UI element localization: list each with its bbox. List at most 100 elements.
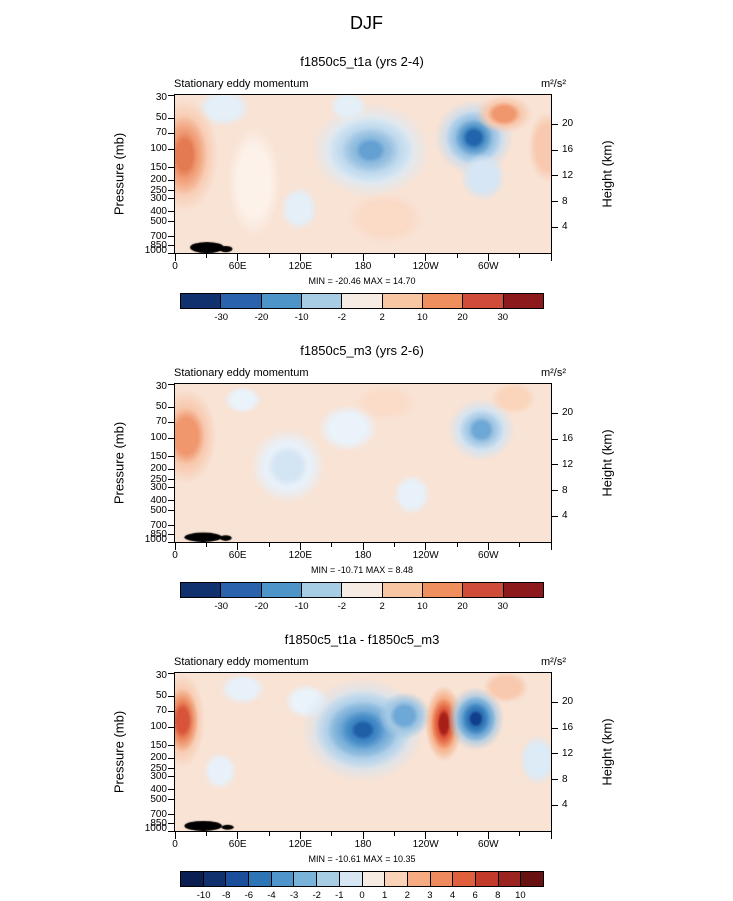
pressure-tick	[168, 456, 174, 458]
pressure-tick	[168, 198, 174, 200]
colorbar-tick-label: -6	[244, 890, 254, 901]
pressure-tick	[168, 252, 174, 254]
colorbar-cell	[300, 294, 342, 308]
minmax-label: MIN = -10.61 MAX = 10.35	[308, 854, 416, 864]
height-tick-label: 12	[562, 458, 574, 470]
colorbar-cell	[497, 872, 521, 886]
pressure-tick	[168, 468, 174, 470]
height-tick	[552, 226, 558, 228]
contour-field-canvas	[175, 95, 551, 253]
longitude-tick	[550, 254, 552, 261]
pressure-tick	[168, 757, 174, 759]
height-tick-label: 4	[562, 221, 568, 233]
height-tick	[552, 701, 558, 703]
colorbar-cell	[381, 294, 422, 308]
longitude-tick-label: 60W	[478, 550, 499, 561]
colorbar-cell	[270, 872, 294, 886]
colorbar-cell	[181, 294, 221, 308]
height-axis-label: Height (km)	[599, 429, 615, 497]
height-tick	[552, 412, 558, 414]
longitude-tick	[362, 254, 364, 261]
colorbar-cell	[381, 583, 422, 597]
height-tick	[552, 490, 558, 491]
pressure-tick-label: 700	[150, 230, 167, 242]
longitude-tick	[487, 254, 489, 261]
longitude-tick	[425, 254, 427, 261]
season-title: DJF	[350, 13, 383, 33]
longitude-minor-tick	[519, 543, 521, 547]
plot-header: Stationary eddy momentum m²/s²	[174, 78, 566, 92]
pressure-tick	[168, 406, 174, 408]
colorbar-cell	[220, 294, 261, 308]
colorbar-cell	[474, 872, 498, 886]
pressure-tick	[168, 541, 174, 543]
pressure-tick	[168, 179, 174, 181]
contour-field-canvas	[175, 673, 551, 831]
pressure-tick	[168, 236, 174, 238]
height-tick-label: 20	[562, 696, 574, 708]
pressure-tick-label: 100	[150, 432, 167, 444]
pressure-tick-label: 500	[150, 215, 167, 227]
height-axis-label: Height (km)	[599, 140, 615, 208]
colorbar-cell	[502, 583, 543, 597]
pressure-tick-label: 150	[150, 739, 167, 751]
minmax-label: MIN = -20.46 MAX = 14.70	[308, 276, 416, 286]
longitude-tick	[237, 832, 239, 839]
colorbar-tick-label: 20	[457, 601, 468, 612]
units-label: m²/s²	[540, 656, 566, 668]
pressure-tick-label: 300	[150, 192, 167, 204]
pressure-tick-label: 250	[150, 473, 167, 485]
longitude-minor-tick	[205, 543, 207, 547]
colorbar-tick-label: 10	[417, 601, 428, 612]
pressure-tick	[168, 94, 174, 96]
longitude-minor-tick	[331, 832, 333, 836]
pressure-tick	[168, 190, 174, 192]
colorbar-cell	[361, 872, 385, 886]
colorbar-cell	[220, 583, 261, 597]
colorbar-labels: -30 -20 -10 -2 2 10 20 30	[181, 600, 543, 612]
longitude-minor-tick	[519, 832, 521, 836]
longitude-tick	[362, 543, 364, 550]
height-tick-label: 16	[562, 722, 574, 733]
pressure-tick-label: 500	[150, 504, 167, 516]
pressure-tick	[168, 534, 174, 536]
colorbar	[180, 871, 544, 887]
longitude-tick-label: 60W	[478, 839, 499, 850]
longitude-tick	[425, 543, 427, 550]
pressure-tick-label: 400	[150, 205, 167, 217]
field-name-label: Stationary eddy momentum	[174, 78, 309, 90]
pressure-tick	[168, 789, 174, 791]
colorbar-cell	[429, 872, 453, 886]
longitude-tick-label: 60E	[228, 261, 247, 272]
height-tick	[552, 727, 558, 729]
colorbar-cell	[406, 872, 430, 886]
panel-f1850c5-m3: f1850c5_m3 (yrs 2-6) Stationary eddy mom…	[112, 343, 615, 612]
longitude-minor-tick	[205, 832, 207, 836]
pressure-tick-label: 150	[150, 450, 167, 462]
height-tick	[552, 149, 558, 151]
colorbar-cell	[341, 294, 382, 308]
colorbar-tick-label: 10	[515, 890, 526, 901]
pressure-tick	[168, 745, 174, 747]
pressure-tick	[168, 726, 174, 728]
height-tick-label: 16	[562, 144, 574, 155]
colorbar-tick-label: 30	[497, 312, 509, 323]
longitude-tick	[299, 832, 301, 839]
colorbar-tick-label: -10	[294, 601, 309, 612]
longitude-tick	[174, 832, 176, 839]
height-tick-label: 4	[562, 799, 568, 811]
colorbar-cell	[225, 872, 249, 886]
colorbar-tick-label: 6	[472, 890, 478, 901]
colorbar-tick-label: 20	[457, 312, 468, 323]
height-tick	[552, 464, 558, 466]
colorbar-tick-label: -3	[289, 890, 299, 901]
plot-header: Stationary eddy momentum m²/s²	[174, 367, 566, 381]
pressure-tick-label: 400	[150, 783, 167, 795]
colorbar-labels: -30 -20 -10 -2 2 10 20 30	[181, 311, 543, 323]
pressure-tick-label: 1000	[144, 823, 167, 834]
pressure-tick-label: 200	[150, 752, 167, 764]
pressure-tick-label: 250	[150, 762, 167, 774]
pressure-tick	[168, 799, 174, 801]
colorbar-cell	[502, 294, 543, 308]
plot-area: Pressure (mb) Height (km) 30 50 70 100 150 20…	[112, 93, 615, 272]
